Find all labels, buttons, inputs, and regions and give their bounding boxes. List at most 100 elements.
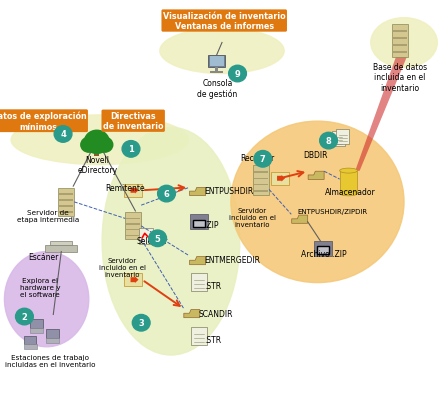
Ellipse shape — [371, 19, 437, 68]
Circle shape — [84, 131, 109, 154]
Bar — [392, 52, 407, 54]
Text: ENTPUSHDIR: ENTPUSHDIR — [204, 187, 254, 196]
FancyBboxPatch shape — [190, 215, 208, 230]
Text: Servidor de
etapa intermedia: Servidor de etapa intermedia — [17, 210, 79, 223]
Text: Visualización de inventario
Ventanas de informes: Visualización de inventario Ventanas de … — [163, 12, 285, 31]
Text: Novell
eDirectory: Novell eDirectory — [78, 155, 118, 175]
Bar — [46, 338, 59, 343]
Bar — [392, 31, 407, 33]
Bar — [254, 190, 268, 192]
Bar — [125, 213, 141, 240]
Text: Receptor: Receptor — [240, 153, 275, 162]
FancyBboxPatch shape — [191, 327, 207, 345]
Bar — [58, 188, 74, 216]
Circle shape — [229, 66, 246, 83]
FancyBboxPatch shape — [317, 247, 329, 254]
Text: Servidor
incluido en el
inventario: Servidor incluido en el inventario — [99, 257, 146, 277]
Text: 8: 8 — [326, 137, 331, 146]
Text: SCANDIR: SCANDIR — [199, 309, 234, 318]
Circle shape — [158, 186, 175, 202]
Bar — [94, 147, 99, 157]
Circle shape — [254, 151, 272, 168]
Bar — [24, 344, 37, 349]
FancyBboxPatch shape — [314, 241, 332, 256]
Text: 1: 1 — [128, 145, 134, 154]
Text: Explora el
hardware y
el software: Explora el hardware y el software — [20, 278, 60, 297]
Bar — [50, 242, 72, 245]
Bar — [392, 38, 407, 40]
Bar — [126, 218, 140, 220]
Bar — [215, 68, 218, 72]
Text: 9: 9 — [235, 70, 240, 79]
Circle shape — [132, 315, 150, 331]
Bar — [210, 72, 223, 74]
Text: Estaciones de trabajo
incluidas en el inventario: Estaciones de trabajo incluidas en el in… — [5, 354, 95, 367]
Bar — [59, 194, 73, 195]
FancyBboxPatch shape — [124, 273, 142, 287]
Text: 3: 3 — [139, 318, 144, 328]
Bar — [340, 171, 357, 194]
Text: Base de datos
incluida en el
inventario: Base de datos incluida en el inventario — [373, 63, 427, 93]
Polygon shape — [190, 257, 206, 265]
FancyArrow shape — [277, 176, 285, 182]
Text: Selector: Selector — [137, 236, 168, 245]
Bar — [254, 178, 268, 180]
Text: Remitente: Remitente — [105, 184, 145, 193]
Bar — [254, 184, 268, 186]
Circle shape — [231, 122, 404, 283]
FancyBboxPatch shape — [271, 172, 289, 185]
Text: Archivo .ZIP: Archivo .ZIP — [301, 250, 347, 259]
FancyBboxPatch shape — [193, 220, 205, 228]
Circle shape — [320, 133, 337, 150]
Bar — [59, 206, 73, 207]
Text: 5: 5 — [155, 234, 161, 243]
Bar — [392, 25, 408, 58]
FancyBboxPatch shape — [191, 273, 207, 292]
Circle shape — [149, 230, 166, 247]
Bar — [59, 211, 73, 213]
Text: 2: 2 — [21, 312, 28, 321]
FancyArrow shape — [131, 277, 139, 283]
FancyBboxPatch shape — [139, 228, 153, 244]
Text: DBDIR: DBDIR — [303, 150, 328, 159]
Polygon shape — [308, 172, 324, 180]
Bar — [126, 229, 140, 231]
Ellipse shape — [11, 116, 189, 165]
Text: .ZIP: .ZIP — [204, 221, 219, 230]
Circle shape — [122, 141, 140, 158]
FancyBboxPatch shape — [124, 184, 142, 197]
Polygon shape — [355, 54, 408, 171]
Bar — [59, 200, 73, 201]
Ellipse shape — [160, 29, 284, 74]
Text: Datos de exploración
mínimos: Datos de exploración mínimos — [0, 112, 87, 131]
Text: 4: 4 — [60, 130, 66, 139]
Bar — [126, 224, 140, 225]
FancyBboxPatch shape — [336, 130, 349, 145]
Ellipse shape — [102, 128, 240, 355]
Bar — [30, 328, 43, 333]
Circle shape — [54, 126, 72, 143]
Text: ENTPUSHDIR/ZIPDIR: ENTPUSHDIR/ZIPDIR — [297, 209, 368, 215]
Text: Consola
de gestión: Consola de gestión — [198, 79, 238, 99]
Bar — [45, 245, 77, 252]
Bar — [126, 235, 140, 237]
Circle shape — [81, 138, 97, 153]
Polygon shape — [292, 216, 308, 224]
Text: .STR: .STR — [204, 335, 222, 344]
Polygon shape — [190, 188, 206, 196]
Ellipse shape — [340, 191, 357, 196]
Text: ENTMERGEDIR: ENTMERGEDIR — [204, 255, 260, 264]
FancyBboxPatch shape — [332, 132, 345, 147]
FancyArrow shape — [131, 188, 139, 194]
Bar — [24, 336, 36, 344]
Ellipse shape — [4, 252, 89, 347]
Text: Almacenador: Almacenador — [325, 188, 375, 197]
Text: 6: 6 — [163, 190, 170, 199]
Bar — [46, 330, 59, 338]
Polygon shape — [184, 310, 200, 318]
Text: Servidor
incluido en el
inventario: Servidor incluido en el inventario — [229, 207, 276, 227]
Bar — [30, 320, 43, 328]
Bar — [210, 57, 224, 67]
Bar — [253, 166, 269, 196]
Bar — [392, 45, 407, 47]
